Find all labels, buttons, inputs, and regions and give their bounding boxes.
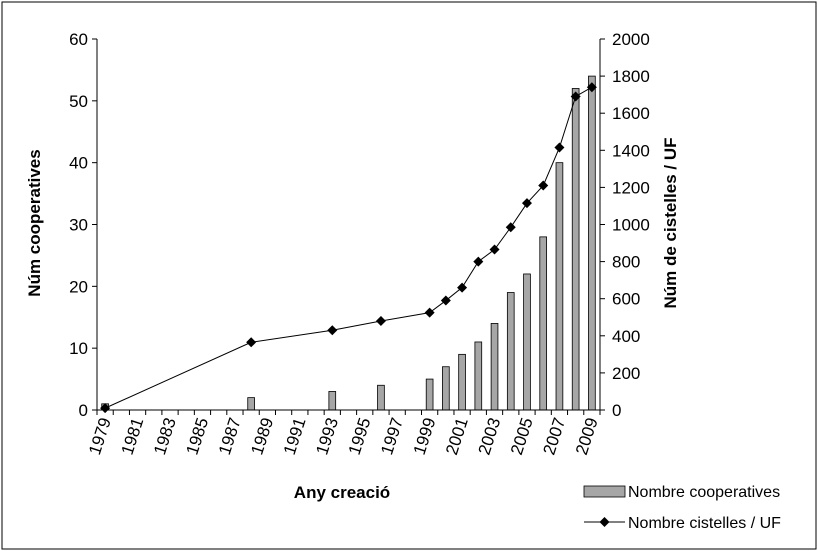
y-right-tick-label-800: 800: [612, 253, 640, 272]
point-1999: [424, 307, 435, 318]
y-left-tick-label-30: 30: [69, 216, 88, 235]
y-right-tick-label-2000: 2000: [612, 30, 650, 49]
point-2008: [570, 91, 581, 102]
bar-2008: [571, 88, 580, 411]
y-left-tick-label-60: 60: [69, 30, 88, 49]
y-right-tick-label-200: 200: [612, 364, 640, 383]
y-left-tick-label-10: 10: [69, 339, 88, 358]
y-left-tick-label-50: 50: [69, 92, 88, 111]
point-2009: [586, 82, 597, 93]
bar-2009: [588, 75, 596, 411]
legend-label-line: Nombre cistelles / UF: [628, 515, 781, 532]
y-right-tick-label-1000: 1000: [612, 216, 650, 235]
bar-2001: [458, 353, 466, 411]
bar-2004: [506, 292, 515, 411]
point-1988: [246, 337, 257, 348]
point-2000: [440, 295, 451, 306]
legend-diamond-marker: [599, 517, 610, 527]
point-2003: [489, 244, 500, 255]
bar-1999: [425, 378, 434, 411]
y-right-tick-label-600: 600: [612, 290, 640, 309]
bar-2002: [474, 341, 483, 411]
point-2004: [505, 222, 516, 233]
y-right-tick-label-0: 0: [612, 401, 621, 420]
point-2001: [457, 282, 468, 293]
point-1993: [327, 325, 338, 336]
bar-1993: [328, 391, 337, 411]
point-2006: [538, 180, 549, 191]
y-left-tick-label-0: 0: [79, 401, 88, 420]
legend-swatch-bars: [583, 485, 626, 498]
legend-item-line: Nombre cistelles / UF: [584, 515, 781, 532]
y-right-tick-label-1600: 1600: [612, 104, 650, 123]
y-right-tick-label-1400: 1400: [612, 141, 650, 160]
bar-1988: [247, 397, 255, 411]
point-2007: [554, 142, 565, 153]
bar-2005: [523, 273, 531, 411]
bar-2007: [555, 162, 564, 411]
bar-1996: [377, 384, 385, 411]
point-1996: [375, 315, 386, 326]
y-right-tick-label-400: 400: [612, 327, 640, 346]
bar-2003: [490, 323, 499, 411]
point-2005: [521, 198, 532, 209]
bar-2006: [539, 236, 548, 411]
legend: Nombre cooperatives Nombre cistelles / U…: [583, 484, 781, 532]
y-left-tick-label-40: 40: [69, 154, 88, 173]
y-right-tick-label-1200: 1200: [612, 178, 650, 197]
y-right-tick-label-1800: 1800: [612, 67, 650, 86]
point-1979: [100, 403, 111, 414]
point-2002: [473, 256, 484, 267]
y-axis-right-title: Núm de cistelles / UF: [661, 138, 680, 309]
y-left-tick-label-20: 20: [69, 277, 88, 296]
y-axis-left-title: Núm cooperatives: [25, 149, 44, 296]
legend-label-bars: Nombre cooperatives: [628, 484, 780, 501]
x-axis-title: Any creació: [294, 483, 390, 502]
bar-2000: [442, 366, 450, 411]
plot-area: [100, 75, 597, 414]
legend-item-bars: Nombre cooperatives: [583, 484, 780, 501]
